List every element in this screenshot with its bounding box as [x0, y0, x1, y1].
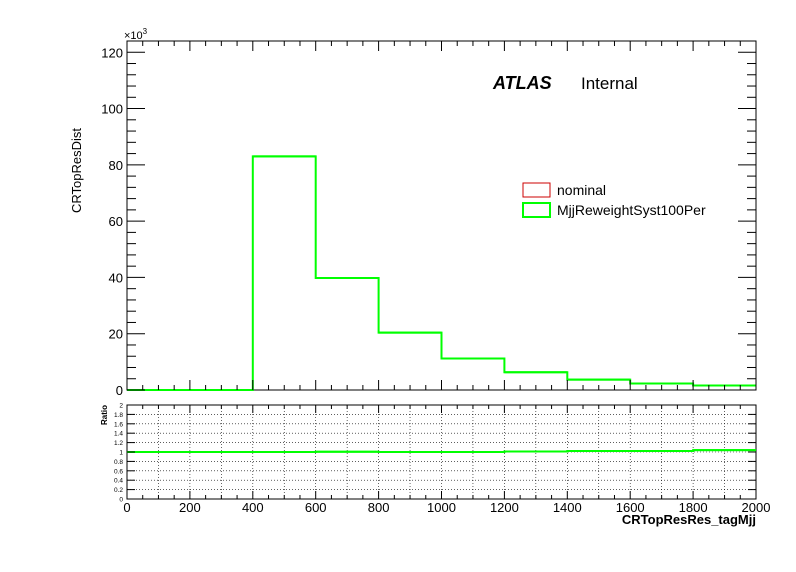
legend-swatch-nominal [522, 182, 551, 198]
ratio-x-axis: 0 200 400 600 800 1000 1200 1400 1600 1800 2000 [123, 405, 770, 515]
x-tick-label: 1600 [616, 500, 645, 515]
y-exponent-power: 3 [143, 27, 148, 36]
main-y-tick-label: 40 [109, 270, 123, 285]
main-y-axis: 0 20 40 60 80 100 120 [101, 40, 756, 398]
legend-swatch-syst [522, 202, 551, 218]
main-y-tick-label: 20 [109, 327, 123, 342]
atlas-sublabel: Internal [581, 74, 638, 93]
x-tick-label: 1400 [553, 500, 582, 515]
ratio-y-tick-label: 1.2 [114, 440, 123, 447]
y-exponent-base: ×10 [124, 30, 143, 42]
ratio-axis-label: Ratio [100, 405, 109, 425]
x-tick-label: 800 [368, 500, 390, 515]
ratio-line [127, 449, 756, 453]
ratio-y-tick-label: 1.6 [114, 421, 123, 428]
histogram-mjj-reweight-syst [127, 155, 756, 391]
atlas-label: ATLAS [492, 73, 552, 93]
main-y-tick-label: 60 [109, 214, 123, 229]
x-tick-label: 2000 [742, 500, 771, 515]
ratio-y-tick-label: 2 [119, 403, 123, 410]
ratio-y-tick-label: 1.4 [114, 431, 123, 438]
ratio-y-tick-label: 0.4 [114, 478, 123, 485]
x-tick-label: 1000 [427, 500, 456, 515]
y-axis-exponent: ×103 [124, 27, 148, 42]
x-tick-label: 1200 [490, 500, 519, 515]
legend: nominal MjjReweightSyst100Per [522, 182, 706, 218]
main-y-tick-label: 80 [109, 158, 123, 173]
ratio-y-tick-label: 0.8 [114, 459, 123, 466]
x-tick-label: 400 [242, 500, 264, 515]
x-tick-label: 600 [305, 500, 327, 515]
ratio-y-tick-label: 0 [119, 497, 123, 504]
legend-label-syst: MjjReweightSyst100Per [557, 202, 706, 218]
ratio-y-tick-label: 1.8 [114, 412, 123, 419]
main-histograms [127, 155, 756, 391]
main-y-tick-label: 120 [101, 45, 123, 60]
main-y-tick-label: 100 [101, 102, 123, 117]
ratio-y-tick-label: 1 [119, 450, 123, 457]
x-axis-label: CRTopResRes_tagMjj [622, 512, 756, 527]
ratio-y-tick-label: 0.6 [114, 468, 123, 475]
ratio-y-tick-label: 0.2 [114, 487, 123, 494]
y-axis-label: CRTopResDist [69, 128, 84, 213]
main-x-ticks [126, 41, 757, 390]
ratio-y-axis: 0 0.2 0.4 0.6 0.8 1 1.2 1.4 1.6 1.8 2 [114, 403, 756, 504]
x-tick-label: 200 [179, 500, 201, 515]
main-y-tick-label: 0 [116, 383, 123, 398]
legend-label-nominal: nominal [557, 182, 606, 198]
x-tick-label: 1800 [679, 500, 708, 515]
x-tick-label: 0 [123, 500, 130, 515]
